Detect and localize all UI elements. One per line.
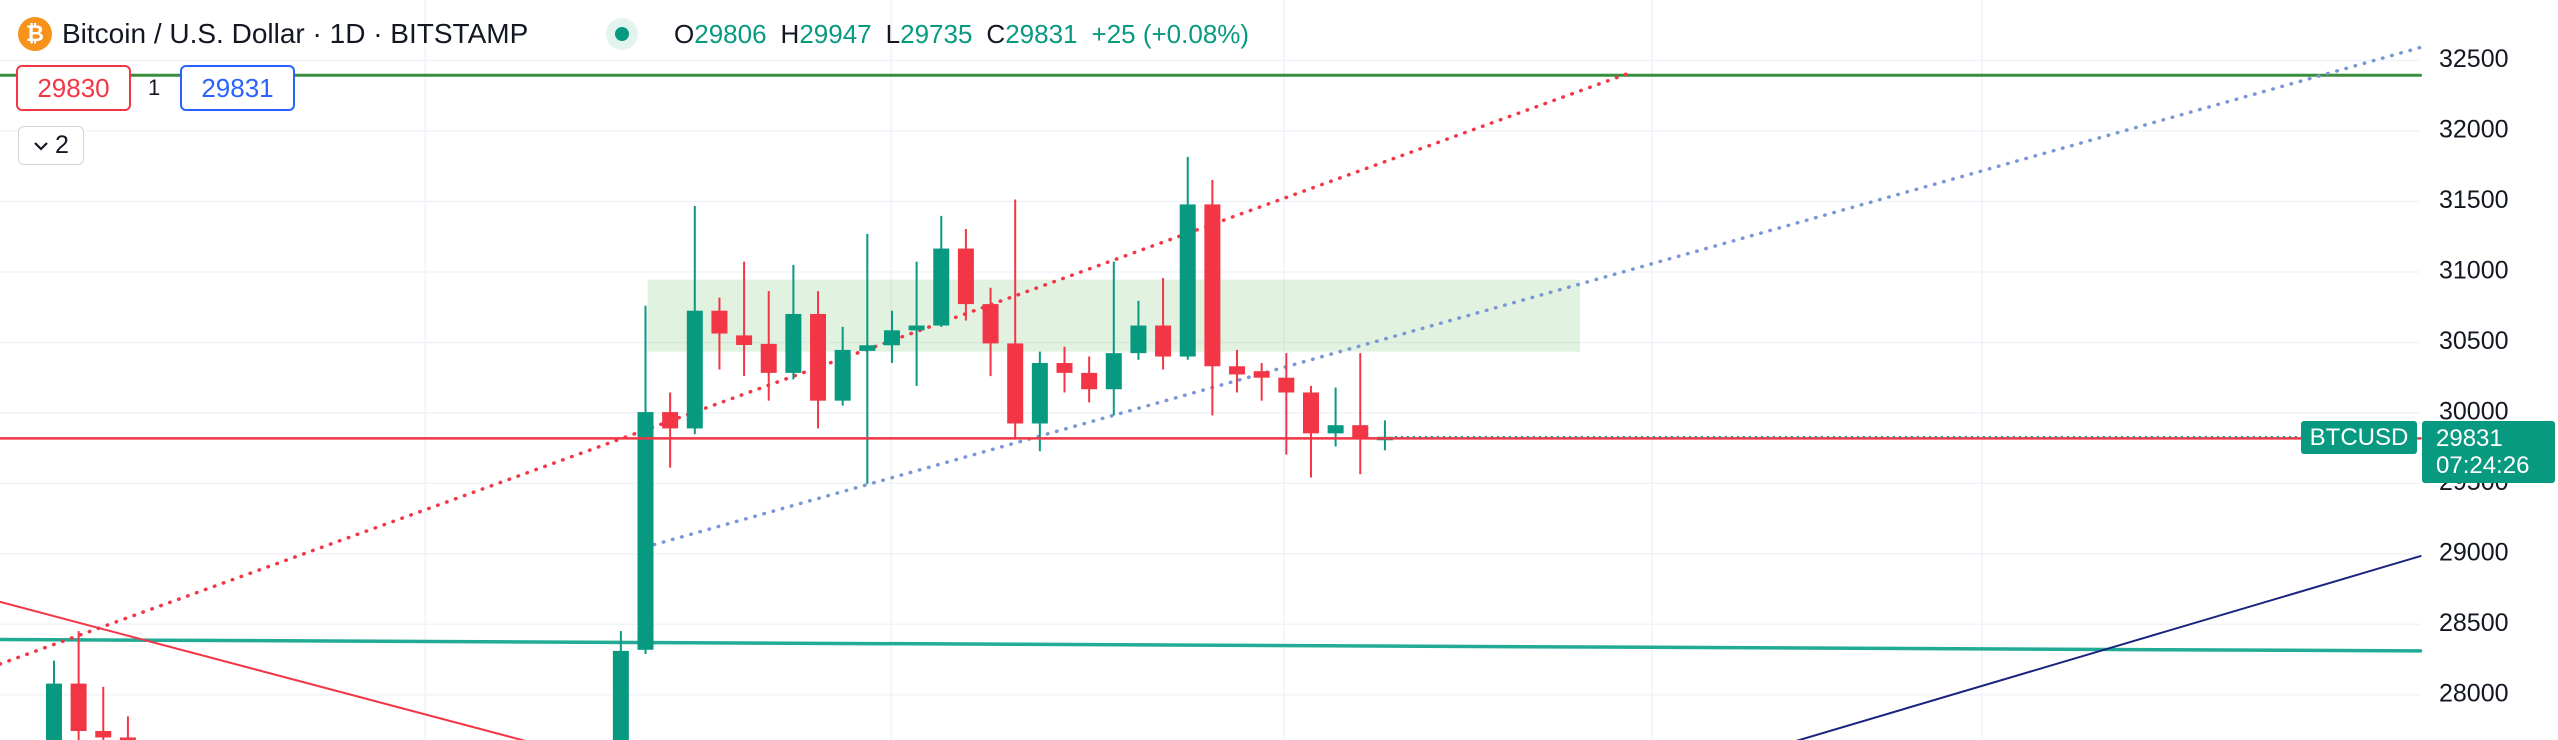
y-tick-label: 31000 bbox=[2439, 257, 2509, 285]
countdown: 07:24:26 bbox=[2436, 452, 2530, 479]
trend-line bbox=[0, 600, 526, 740]
candle-body bbox=[1081, 372, 1098, 390]
y-tick-label: 32500 bbox=[2439, 45, 2509, 73]
candle-body bbox=[686, 310, 703, 429]
price-label: 29831 07:24:26 bbox=[2422, 421, 2555, 483]
symbol-title: Bitcoin / U.S. Dollar · 1D · BITSTAMP bbox=[62, 18, 529, 49]
candle-body bbox=[1327, 425, 1344, 434]
ohlc-value: 29735 bbox=[900, 18, 973, 49]
bitcoin-icon: ₿ bbox=[18, 17, 52, 51]
candle-body bbox=[883, 330, 900, 346]
y-tick-label: 30500 bbox=[2439, 327, 2509, 355]
candle-body bbox=[834, 349, 851, 401]
candle-body bbox=[933, 248, 950, 326]
symbol-label: BTCUSD bbox=[2301, 421, 2417, 454]
candle-body bbox=[957, 248, 974, 305]
drawings-count: 2 bbox=[55, 131, 69, 159]
y-tick-label: 28000 bbox=[2439, 679, 2509, 707]
candle-body bbox=[1229, 366, 1246, 375]
candle-body bbox=[810, 313, 827, 401]
change: +25 (+0.08%) bbox=[1091, 18, 1250, 49]
candle-body bbox=[736, 335, 753, 345]
candle-body bbox=[70, 683, 87, 731]
quantity[interactable]: 1 bbox=[148, 75, 161, 100]
y-tick-label: 31500 bbox=[2439, 186, 2509, 214]
candle-body bbox=[1007, 343, 1024, 424]
ohlc-value: 29947 bbox=[799, 18, 872, 49]
last-price: 29831 bbox=[2436, 425, 2503, 452]
candle-body bbox=[908, 325, 925, 331]
candle-body bbox=[45, 683, 62, 740]
market-status[interactable] bbox=[605, 17, 639, 51]
ohlc-label: H bbox=[780, 18, 800, 49]
trend-line bbox=[1795, 555, 2422, 740]
buy-button[interactable]: 29831 bbox=[180, 65, 295, 111]
ohlc-label: C bbox=[986, 18, 1006, 49]
y-tick-label: 30000 bbox=[2439, 398, 2509, 426]
trend-line bbox=[652, 45, 2423, 547]
candle-body bbox=[1302, 392, 1319, 434]
candle-body bbox=[982, 304, 999, 344]
y-tick-label: 28500 bbox=[2439, 609, 2509, 637]
candle-body bbox=[1155, 325, 1172, 357]
candle-body bbox=[1278, 377, 1295, 393]
candle-body bbox=[1130, 325, 1147, 354]
ohlc-legend: O 29806 H 29947 L 29735 C 29831 +25 (+0.08%) bbox=[674, 14, 1263, 54]
drawings-toggle[interactable]: 2 bbox=[18, 126, 84, 165]
ohlc-label: O bbox=[674, 18, 695, 49]
candle-body bbox=[859, 345, 876, 351]
y-tick-label: 29000 bbox=[2439, 539, 2509, 567]
candle-body bbox=[95, 730, 112, 738]
candle-body bbox=[1105, 353, 1122, 390]
ohlc-value: 29831 bbox=[1005, 18, 1078, 49]
candle-body bbox=[637, 412, 654, 650]
candle-body bbox=[662, 412, 679, 429]
ohlc-value: 29806 bbox=[694, 18, 767, 49]
candle-body bbox=[1253, 371, 1270, 378]
candle-body bbox=[711, 310, 728, 334]
svg-text:₿: ₿ bbox=[26, 21, 44, 46]
candle-body bbox=[1352, 425, 1369, 439]
candle-body bbox=[785, 313, 802, 373]
y-tick-label: 32000 bbox=[2439, 116, 2509, 144]
ohlc-label: L bbox=[885, 18, 901, 49]
chevron bbox=[34, 141, 48, 151]
candle-body bbox=[612, 650, 629, 740]
candle-body bbox=[119, 737, 136, 740]
candle-body bbox=[760, 343, 777, 373]
candle-body bbox=[1179, 204, 1196, 357]
candle-body bbox=[1056, 363, 1073, 373]
candle-body bbox=[1204, 204, 1221, 367]
h-line bbox=[0, 637, 2423, 653]
sell-button[interactable]: 29830 bbox=[16, 65, 131, 111]
candle-body bbox=[1031, 363, 1048, 424]
